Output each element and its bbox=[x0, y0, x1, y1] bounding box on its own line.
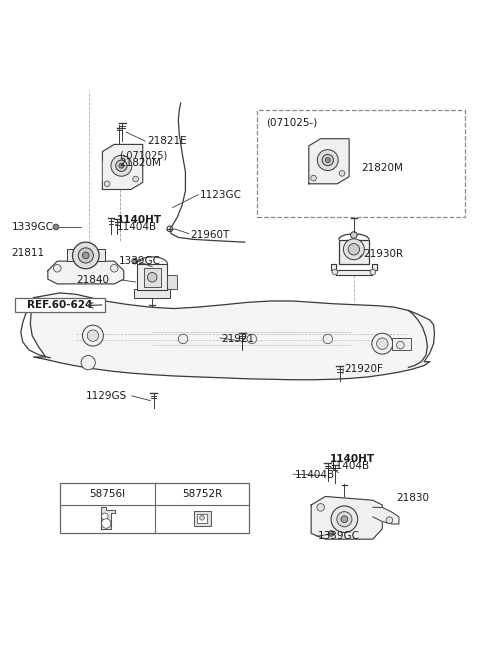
Circle shape bbox=[116, 160, 127, 171]
Polygon shape bbox=[373, 507, 399, 524]
Circle shape bbox=[119, 164, 124, 168]
Polygon shape bbox=[67, 249, 105, 261]
Text: 11404B: 11404B bbox=[295, 470, 335, 480]
Text: 21811: 21811 bbox=[12, 248, 45, 258]
Circle shape bbox=[377, 338, 388, 350]
Bar bbox=[392, 338, 411, 350]
Bar bbox=[60, 483, 250, 533]
Text: 11404B: 11404B bbox=[330, 461, 370, 471]
Polygon shape bbox=[311, 497, 383, 539]
Polygon shape bbox=[102, 145, 143, 189]
Circle shape bbox=[54, 265, 61, 272]
Text: 21920F: 21920F bbox=[344, 364, 383, 374]
Polygon shape bbox=[30, 293, 434, 380]
Text: 58756I: 58756I bbox=[89, 489, 125, 499]
Bar bbox=[168, 275, 177, 289]
Bar bbox=[257, 110, 466, 217]
Text: 21840: 21840 bbox=[76, 275, 109, 285]
Circle shape bbox=[104, 181, 110, 187]
Text: 1140HT: 1140HT bbox=[117, 215, 162, 225]
Circle shape bbox=[323, 334, 333, 344]
Circle shape bbox=[372, 333, 393, 354]
Circle shape bbox=[78, 248, 94, 263]
Circle shape bbox=[83, 252, 89, 259]
Circle shape bbox=[328, 531, 334, 536]
Polygon shape bbox=[331, 265, 377, 275]
Text: (-071025): (-071025) bbox=[119, 150, 167, 160]
Circle shape bbox=[341, 516, 348, 522]
Text: 1140HT: 1140HT bbox=[330, 454, 375, 464]
Circle shape bbox=[339, 171, 345, 176]
Text: 1129GS: 1129GS bbox=[86, 391, 127, 401]
Circle shape bbox=[331, 506, 358, 533]
Circle shape bbox=[337, 512, 352, 527]
Circle shape bbox=[101, 513, 108, 520]
Circle shape bbox=[101, 519, 111, 528]
Text: 1339GC: 1339GC bbox=[119, 256, 161, 266]
Text: REF.60-624: REF.60-624 bbox=[27, 300, 92, 310]
Text: (071025-): (071025-) bbox=[266, 118, 317, 127]
Bar bbox=[137, 264, 168, 290]
Circle shape bbox=[322, 154, 334, 166]
Text: 21820M: 21820M bbox=[119, 158, 161, 168]
Circle shape bbox=[133, 176, 138, 182]
Circle shape bbox=[87, 330, 98, 341]
Circle shape bbox=[72, 242, 99, 269]
Bar bbox=[193, 510, 211, 526]
Circle shape bbox=[343, 239, 364, 260]
Circle shape bbox=[200, 516, 204, 520]
Text: 1339GC: 1339GC bbox=[318, 532, 360, 541]
Text: 21960T: 21960T bbox=[190, 229, 229, 240]
Polygon shape bbox=[309, 139, 349, 184]
Text: 21830: 21830 bbox=[396, 493, 430, 503]
Text: 21820M: 21820M bbox=[361, 163, 403, 173]
Circle shape bbox=[111, 155, 132, 176]
Polygon shape bbox=[100, 507, 115, 529]
Circle shape bbox=[247, 334, 257, 344]
Text: 11404B: 11404B bbox=[117, 223, 157, 233]
Circle shape bbox=[386, 517, 393, 524]
Text: 58752R: 58752R bbox=[182, 489, 222, 499]
Bar bbox=[197, 514, 207, 524]
Circle shape bbox=[396, 341, 404, 349]
Text: 21921: 21921 bbox=[221, 334, 254, 344]
Text: 1339GC: 1339GC bbox=[12, 222, 53, 232]
Circle shape bbox=[132, 258, 137, 264]
Circle shape bbox=[147, 273, 157, 282]
Bar bbox=[144, 268, 161, 286]
Bar bbox=[14, 298, 105, 312]
Polygon shape bbox=[48, 261, 124, 284]
Bar bbox=[339, 240, 369, 265]
Circle shape bbox=[350, 232, 357, 238]
Circle shape bbox=[332, 269, 338, 275]
Circle shape bbox=[317, 150, 338, 171]
Circle shape bbox=[53, 224, 59, 230]
Circle shape bbox=[348, 244, 360, 255]
Text: 21930R: 21930R bbox=[363, 248, 404, 259]
Circle shape bbox=[179, 334, 188, 344]
Text: 1123GC: 1123GC bbox=[200, 190, 241, 200]
Circle shape bbox=[83, 325, 103, 346]
Text: 21821E: 21821E bbox=[147, 136, 187, 146]
Circle shape bbox=[325, 158, 330, 162]
Circle shape bbox=[311, 175, 316, 181]
Circle shape bbox=[81, 355, 96, 370]
Circle shape bbox=[317, 503, 324, 511]
Circle shape bbox=[370, 269, 376, 275]
Circle shape bbox=[110, 265, 118, 272]
Bar bbox=[134, 289, 170, 298]
